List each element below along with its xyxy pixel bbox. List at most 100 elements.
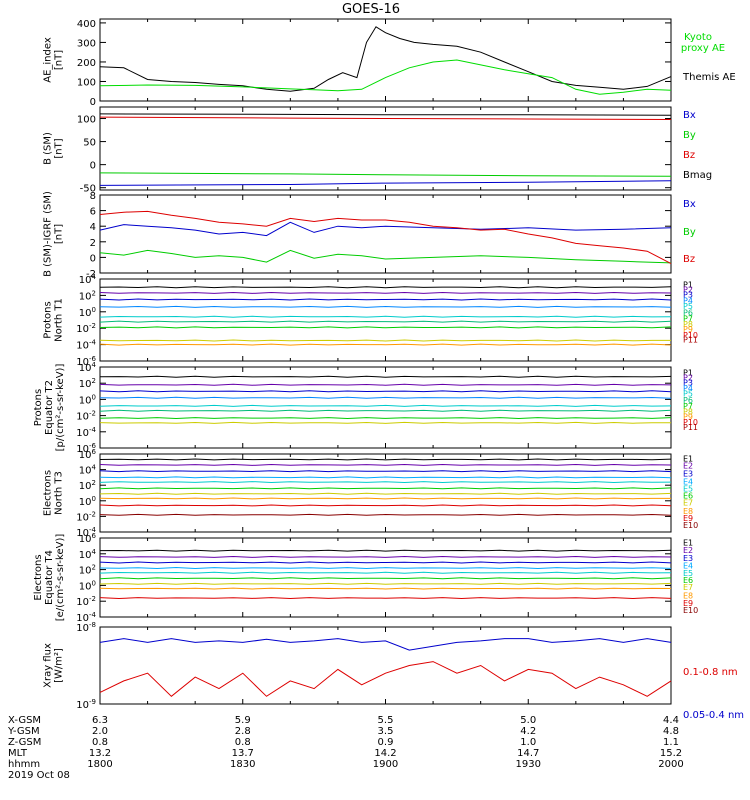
y-tick-label: 10-4	[76, 426, 96, 439]
series-line	[99, 26, 672, 92]
y-tick-label: 4	[90, 222, 96, 233]
legend-entry: E10	[683, 521, 698, 530]
series-line	[99, 113, 672, 116]
series-line	[99, 320, 672, 323]
y-tick-label: 10-6	[76, 355, 96, 368]
series-line	[99, 180, 672, 186]
series-line	[99, 116, 672, 120]
ephemeris-value: 2.8	[235, 726, 251, 737]
ephemeris-value: 1800	[87, 759, 112, 770]
ephemeris-row-label: Z-GSM	[8, 737, 41, 748]
y-axis-label: [e/(cm²-s-sr-keV)]	[55, 534, 66, 622]
y-tick-label: 10-2	[76, 322, 96, 335]
legend-entry: P3	[683, 378, 693, 387]
legend-entry: E7	[683, 498, 693, 507]
legend-entry: E9	[683, 514, 693, 523]
ephemeris-value: 5.5	[378, 715, 394, 726]
legend-entry: 0.1-0.8 nm	[683, 667, 738, 678]
legend-entry: E3	[683, 554, 693, 563]
y-axis-label: Protons	[33, 389, 44, 426]
series-line	[99, 172, 672, 177]
legend-entry: E4	[683, 562, 693, 571]
legend-entry: Bx	[683, 199, 696, 210]
series-line	[99, 597, 672, 600]
legend-entry: 0.05-0.4 nm	[683, 710, 744, 721]
legend-entry: P10	[683, 331, 698, 340]
y-axis-label: [p/(cm²-s-sr-keV)]	[55, 364, 66, 452]
ephemeris-row-label: MLT	[8, 748, 28, 759]
legend-entry: P6	[683, 309, 693, 318]
y-tick-label: 0	[90, 161, 96, 172]
ephemeris-value: 2000	[658, 759, 683, 770]
plot-title: GOES-16	[342, 2, 400, 17]
series-line	[99, 390, 672, 393]
series-line	[99, 417, 672, 420]
legend-entry: E8	[683, 507, 693, 516]
legend-entry: E2	[683, 546, 693, 555]
ephemeris-row-label: hhmm	[8, 759, 40, 770]
ephemeris-value: 0.8	[92, 737, 108, 748]
y-tick-label: 100	[77, 77, 96, 88]
y-tick-label: 10-6	[76, 442, 96, 455]
series-line	[99, 409, 672, 412]
y-axis-label: Xray flux	[43, 643, 54, 688]
ephemeris-value: 14.7	[517, 748, 539, 759]
legend-entry: E1	[683, 539, 693, 548]
series-line	[99, 582, 672, 585]
legend-entry: By	[683, 130, 696, 141]
legend-entry: P11	[683, 423, 698, 432]
legend-entry: P9	[683, 325, 693, 334]
y-tick-label: 10-2	[76, 595, 96, 608]
legend-entry: P7	[683, 314, 693, 323]
y-tick-label: 10-4	[76, 611, 96, 624]
legend-entry: E5	[683, 569, 693, 578]
y-axis-label: Electrons	[43, 470, 54, 516]
series-line	[99, 59, 672, 95]
legend-entry: E7	[683, 583, 693, 592]
y-tick-label: 104	[79, 464, 97, 477]
legend-entry: Bz	[683, 254, 695, 265]
series-line	[99, 487, 672, 490]
legend-entry: Bmag	[683, 170, 712, 181]
legend-entry: Kyoto	[684, 32, 712, 43]
series-line	[99, 566, 672, 570]
series-line	[99, 476, 672, 479]
y-tick-label: 100	[79, 495, 96, 508]
series-line	[99, 383, 672, 386]
panel-frame	[99, 278, 672, 362]
series-line	[99, 305, 672, 308]
legend-entry: By	[683, 227, 696, 238]
ephemeris-value: 1.0	[520, 737, 536, 748]
series-line	[99, 571, 672, 574]
legend-entry: P1	[683, 369, 693, 378]
legend-entry: P2	[683, 374, 693, 383]
ephemeris-value: 5.9	[235, 715, 251, 726]
y-axis-label: Electrons	[33, 554, 44, 600]
legend-entry: E5	[683, 484, 693, 493]
panel-frame	[99, 537, 672, 618]
ephemeris-value: 4.2	[520, 726, 536, 737]
series-line	[99, 298, 672, 301]
series-line	[99, 343, 672, 346]
panel-frame	[99, 626, 672, 705]
legend-entry: P8	[683, 408, 693, 417]
series-line	[99, 326, 672, 329]
panel-frame	[99, 194, 672, 274]
legend-entry: E6	[683, 491, 693, 500]
ephemeris-value: 3.5	[378, 726, 394, 737]
y-tick-label: -2	[86, 269, 96, 280]
series-line	[99, 504, 672, 507]
legend-entry: P2	[683, 286, 693, 295]
y-axis-label: [nT]	[54, 50, 65, 70]
y-tick-label: 2	[90, 238, 96, 249]
series-line	[99, 463, 672, 466]
legend-entry: P9	[683, 412, 693, 421]
legend-entry: E8	[683, 592, 693, 601]
y-tick-label: 104	[79, 273, 97, 286]
y-axis-label: North T3	[54, 471, 65, 515]
series-line	[99, 638, 672, 651]
ephemeris-value: 4.8	[663, 726, 679, 737]
date-label: 2019 Oct 08	[8, 770, 70, 781]
legend-entry: P7	[683, 402, 693, 411]
